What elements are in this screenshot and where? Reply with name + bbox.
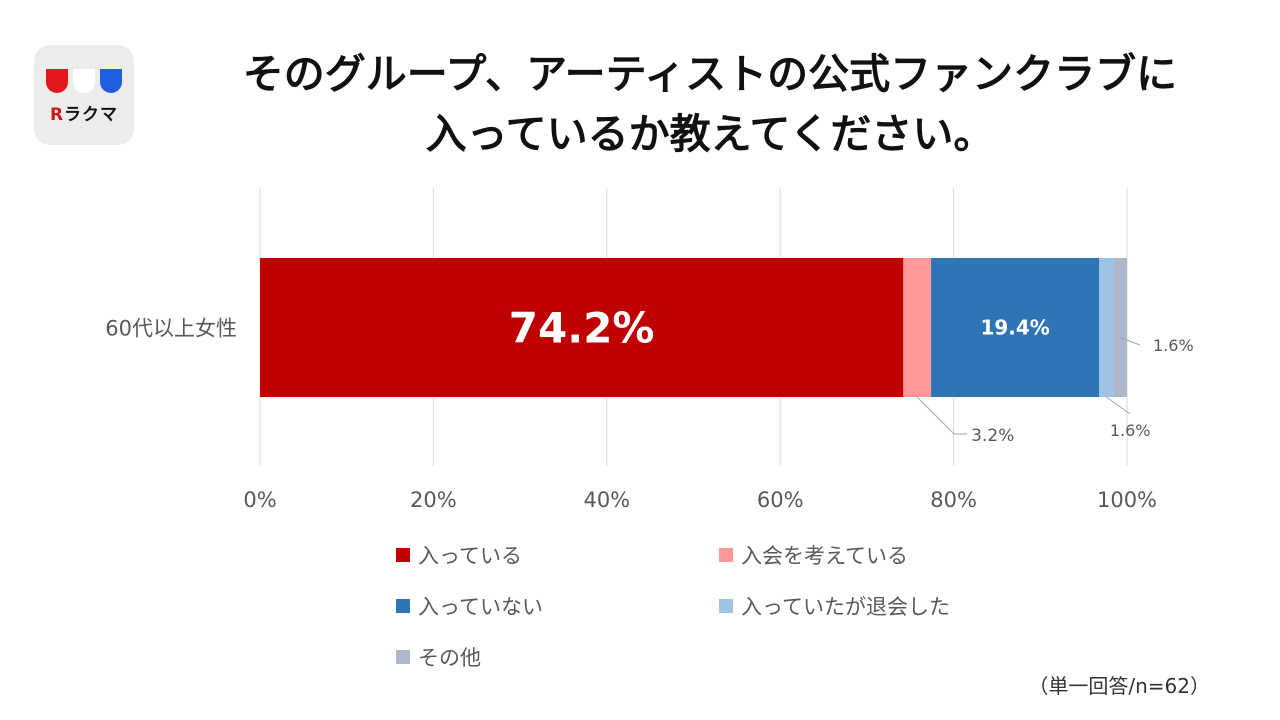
bar-segment — [1099, 258, 1114, 397]
logo-red-cup — [46, 69, 68, 93]
rakuma-logo: Rラクマ — [34, 45, 134, 145]
legend-item: 入っていない — [396, 591, 543, 621]
legend-swatch — [396, 548, 410, 562]
legend-label: 入会を考えている — [741, 544, 908, 568]
data-label: 19.4% — [980, 316, 1049, 340]
legend-item: 入会を考えている — [719, 540, 908, 570]
sample-note: （単一回答/n=62） — [1028, 674, 1210, 698]
logo-white-cup — [73, 69, 95, 93]
legend-label: 入っている — [418, 544, 522, 568]
leader-line — [916, 396, 968, 435]
legend-item: 入っている — [396, 540, 522, 570]
logo-blue-cup — [100, 69, 122, 93]
bar-segment — [260, 258, 904, 397]
bar-segment — [931, 258, 1100, 397]
data-label: 74.2% — [509, 304, 655, 353]
data-label: 1.6% — [1110, 421, 1151, 440]
chart-title: そのグループ、アーティストの公式ファンクラブに 入っているか教えてください。 — [150, 44, 1270, 164]
chart-title-line-1: そのグループ、アーティストの公式ファンクラブに — [242, 50, 1178, 98]
legend-swatch — [396, 650, 410, 664]
legend-item: その他 — [396, 642, 481, 672]
x-tick-label: 60% — [757, 488, 804, 512]
legend-label: 入っていたが退会した — [741, 595, 950, 619]
x-tick-label: 40% — [583, 488, 630, 512]
legend-swatch — [396, 599, 410, 613]
data-label: 1.6% — [1153, 336, 1194, 355]
legend-swatch — [719, 599, 733, 613]
leader-line — [1105, 396, 1131, 415]
bar-segment — [903, 258, 932, 397]
chart-title-line-2: 入っているか教えてください。 — [425, 110, 995, 158]
leader-line — [1119, 337, 1141, 346]
x-tick-label: 20% — [410, 488, 457, 512]
legend-label: その他 — [418, 646, 481, 670]
bar-segment — [1113, 258, 1127, 397]
data-label: 3.2% — [971, 426, 1014, 446]
x-tick-label: 80% — [930, 488, 977, 512]
x-tick-label: 0% — [243, 488, 276, 512]
legend-label: 入っていない — [418, 595, 543, 619]
legend-swatch — [719, 548, 733, 562]
logo-wordmark: Rラクマ — [49, 105, 119, 125]
x-tick-label: 100% — [1097, 488, 1157, 512]
category-label: 60代以上女性 — [105, 317, 237, 341]
legend-item: 入っていたが退会した — [719, 591, 950, 621]
